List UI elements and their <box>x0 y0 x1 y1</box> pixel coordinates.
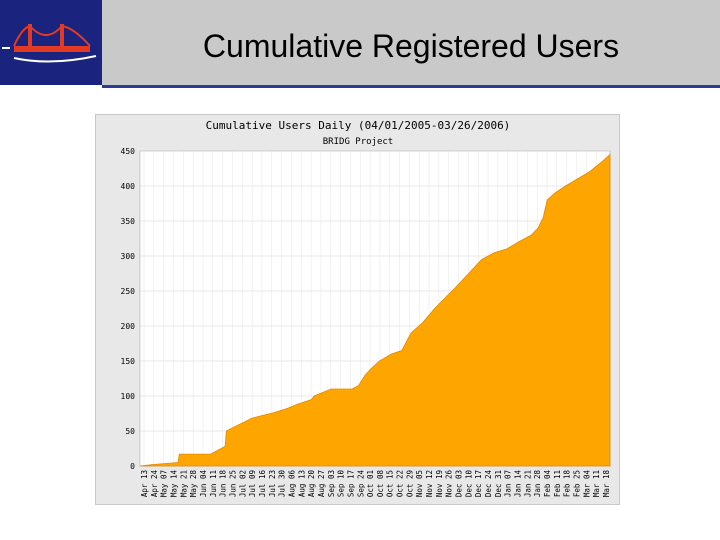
x-tick-label: Oct 01 <box>366 470 375 497</box>
x-tick-label: Jun 11 <box>209 470 218 497</box>
x-tick-label: Nov 19 <box>435 470 444 497</box>
x-tick-label: May 14 <box>169 470 178 498</box>
x-tick-label: Jun 18 <box>219 470 228 498</box>
x-tick-label: May 28 <box>189 470 198 498</box>
x-tick-label: Mar 04 <box>582 470 591 498</box>
x-tick-label: Dec 31 <box>494 470 503 497</box>
y-tick-label: 400 <box>121 182 136 191</box>
x-tick-label: Feb 04 <box>543 470 552 498</box>
x-tick-label: Feb 11 <box>553 470 562 497</box>
x-tick-label: Dec 10 <box>464 470 473 498</box>
x-tick-label: Oct 22 <box>396 470 405 497</box>
x-tick-label: May 07 <box>160 470 169 497</box>
x-tick-label: Jan 07 <box>504 470 513 497</box>
x-tick-label: Jan 14 <box>514 470 523 498</box>
golden-gate-bridge-logo <box>2 24 97 63</box>
x-tick-label: Oct 15 <box>386 470 395 497</box>
x-tick-label: Jul 09 <box>248 470 257 497</box>
slide-header <box>0 0 720 85</box>
x-tick-label: Sep 24 <box>356 470 365 498</box>
series-area-users <box>139 153 611 467</box>
x-tick-label: Dec 03 <box>455 470 464 497</box>
chart-frame: Cumulative Users Daily (04/01/2005-03/26… <box>95 114 620 505</box>
series-layer <box>139 153 611 467</box>
chart-title: Cumulative Users Daily (04/01/2005-03/26… <box>206 119 511 132</box>
header-rule <box>102 85 720 88</box>
x-tick-label: Jan 28 <box>533 470 542 498</box>
y-tick-label: 300 <box>121 252 136 261</box>
logo-panel <box>0 0 102 85</box>
y-axis-ticks: 0 50 100 150 200 250 300 350 400 450 <box>121 147 136 471</box>
y-tick-label: 250 <box>121 287 136 296</box>
y-tick-label: 100 <box>121 392 136 401</box>
x-tick-label: Sep 17 <box>346 470 355 497</box>
x-tick-label: Aug 13 <box>297 470 306 497</box>
x-tick-label: Oct 29 <box>405 470 414 497</box>
x-tick-label: Jul 16 <box>258 470 267 498</box>
y-tick-label: 350 <box>121 217 136 226</box>
y-tick-label: 150 <box>121 357 136 366</box>
x-tick-label: Jul 02 <box>238 470 247 497</box>
x-tick-label: May 21 <box>179 470 188 497</box>
x-tick-label: Dec 17 <box>474 470 483 497</box>
x-tick-label: Aug 20 <box>307 470 316 498</box>
y-tick-label: 50 <box>125 427 135 436</box>
x-tick-label: Jun 04 <box>199 470 208 498</box>
x-tick-label: Sep 03 <box>327 470 336 497</box>
x-tick-label: Aug 27 <box>317 470 326 497</box>
x-tick-label: Nov 12 <box>425 470 434 497</box>
x-tick-label: Aug 06 <box>287 470 296 498</box>
x-tick-label: Apr 13 <box>140 470 149 497</box>
x-tick-label: Oct 08 <box>376 470 385 498</box>
x-tick-label: Jul 23 <box>268 470 277 497</box>
cumulative-users-chart: Cumulative Users Daily (04/01/2005-03/26… <box>121 119 611 498</box>
x-tick-label: Nov 05 <box>415 470 424 497</box>
x-axis-ticks: Apr 13 Apr 24 May 07 May 14 May 21 May 28 Jun … <box>140 470 611 498</box>
y-tick-label: 450 <box>121 147 136 156</box>
x-tick-label: Mar 18 <box>602 470 611 498</box>
x-tick-label: Sep 10 <box>337 470 346 498</box>
x-tick-label: Jun 25 <box>228 470 237 497</box>
y-tick-label: 200 <box>121 322 136 331</box>
chart-subtitle: BRIDG Project <box>323 137 393 147</box>
page-title: Cumulative Registered Users <box>202 28 620 64</box>
x-tick-label: Mar 11 <box>592 470 601 497</box>
x-tick-label: Feb 25 <box>573 470 582 497</box>
y-tick-label: 0 <box>130 462 135 471</box>
x-tick-label: Apr 24 <box>150 470 159 498</box>
x-tick-label: Dec 24 <box>484 470 493 498</box>
x-tick-label: Feb 18 <box>563 470 572 498</box>
x-tick-label: Jul 30 <box>278 470 287 498</box>
x-tick-label: Nov 26 <box>445 470 454 498</box>
x-tick-label: Jan 21 <box>523 470 532 497</box>
